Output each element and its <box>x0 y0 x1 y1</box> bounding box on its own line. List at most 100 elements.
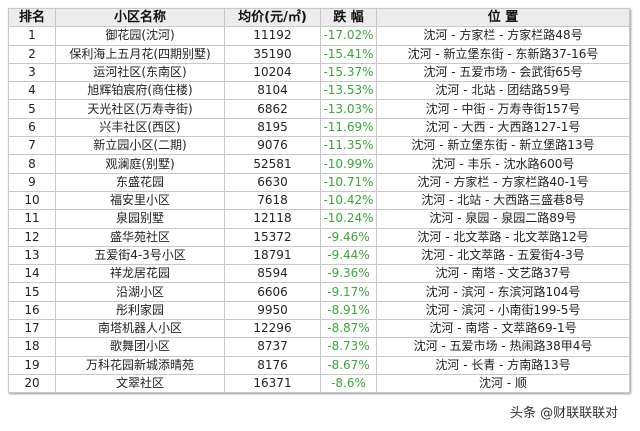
cell-change: -9.46% <box>321 228 376 246</box>
cell-price: 12118 <box>225 210 320 228</box>
cell-change: -13.53% <box>321 82 376 100</box>
table-row: 11 泉园别墅 12118 -10.24% 沈河 - 泉园 - 泉园二路89号 <box>9 210 629 228</box>
cell-change: -8.73% <box>321 338 376 356</box>
cell-rank: 13 <box>9 246 55 265</box>
cell-rank: 11 <box>9 210 55 228</box>
table-row: 13 五爱街4-3号小区 18791 -9.44% 沈河 - 北文萃路 - 五爱街4-3… <box>9 246 629 265</box>
cell-name: 天光社区(万寿寺街) <box>56 100 224 118</box>
cell-location: 沈河 - 中街 - 万寿寺街157号 <box>377 100 629 118</box>
cell-change: -8.6% <box>321 374 376 393</box>
table-row: 14 祥龙居花园 8594 -9.36% 沈河 - 南塔 - 文艺路37号 <box>9 265 629 283</box>
cell-change: -10.99% <box>321 155 376 173</box>
cell-name: 五爱街4-3号小区 <box>56 246 224 265</box>
cell-change: -9.44% <box>321 246 376 265</box>
cell-price: 16371 <box>225 374 320 393</box>
cell-price: 9950 <box>225 301 320 320</box>
cell-change: -11.69% <box>321 118 376 137</box>
cell-price: 6630 <box>225 173 320 191</box>
cell-price: 9076 <box>225 137 320 155</box>
table-row: 12 盛华苑社区 15372 -9.46% 沈河 - 北文萃路 - 北文萃路12号 <box>9 228 629 246</box>
cell-name: 泉园别墅 <box>56 210 224 228</box>
cell-price: 35190 <box>225 45 320 63</box>
cell-name: 旭辉铂宸府(商住楼) <box>56 82 224 100</box>
cell-change: -17.02% <box>321 27 376 45</box>
cell-rank: 8 <box>9 155 55 173</box>
header-name: 小区名称 <box>56 9 224 27</box>
table-row: 16 彤利家园 9950 -8.91% 沈河 - 滨河 - 小南街199-5号 <box>9 301 629 320</box>
table-row: 3 运河社区(东南区) 10204 -15.37% 沈河 - 五爱市场 - 会武街65号 <box>9 63 629 82</box>
watermark: 头条 @财联联联对 <box>510 406 619 421</box>
table-row: 1 御花园(沈河) 11192 -17.02% 沈河 - 方家栏 - 方家栏路48号 <box>9 27 629 45</box>
cell-rank: 4 <box>9 82 55 100</box>
cell-location: 沈河 - 方家栏 - 方家栏路40-1号 <box>377 173 629 191</box>
cell-change: -10.24% <box>321 210 376 228</box>
cell-price: 8104 <box>225 82 320 100</box>
cell-change: -8.67% <box>321 356 376 374</box>
cell-name: 南塔机器人小区 <box>56 320 224 338</box>
cell-rank: 2 <box>9 45 55 63</box>
cell-location: 沈河 - 顺 <box>377 374 629 393</box>
cell-rank: 7 <box>9 137 55 155</box>
cell-rank: 10 <box>9 191 55 210</box>
table-row: 8 观澜庭(别墅) 52581 -10.99% 沈河 - 丰乐 - 沈水路600号 <box>9 155 629 173</box>
table-row: 15 沿湖小区 6606 -9.17% 沈河 - 滨河 - 东滨河路104号 <box>9 283 629 301</box>
cell-location: 沈河 - 北站 - 大西路三盛巷8号 <box>377 191 629 210</box>
cell-name: 兴丰社区(西区) <box>56 118 224 137</box>
cell-location: 沈河 - 南塔 - 文萃路69-1号 <box>377 320 629 338</box>
cell-change: -8.91% <box>321 301 376 320</box>
cell-rank: 3 <box>9 63 55 82</box>
cell-name: 新立园小区(二期) <box>56 137 224 155</box>
cell-location: 沈河 - 新立堡东街 - 东新路37-16号 <box>377 45 629 63</box>
cell-location: 沈河 - 方家栏 - 方家栏路48号 <box>377 27 629 45</box>
cell-location: 沈河 - 滨河 - 小南街199-5号 <box>377 301 629 320</box>
cell-location: 沈河 - 丰乐 - 沈水路600号 <box>377 155 629 173</box>
cell-price: 18791 <box>225 246 320 265</box>
cell-location: 沈河 - 泉园 - 泉园二路89号 <box>377 210 629 228</box>
cell-rank: 15 <box>9 283 55 301</box>
cell-name: 东盛花园 <box>56 173 224 191</box>
cell-name: 文翠社区 <box>56 374 224 393</box>
cell-name: 御花园(沈河) <box>56 27 224 45</box>
cell-price: 7618 <box>225 191 320 210</box>
cell-price: 8176 <box>225 356 320 374</box>
price-decline-table: 排名 小区名称 均价(元/㎡) 跌 幅 位 置 1 御花园(沈河) 11192 -17… <box>8 8 630 394</box>
cell-rank: 16 <box>9 301 55 320</box>
cell-price: 8195 <box>225 118 320 137</box>
cell-price: 10204 <box>225 63 320 82</box>
cell-rank: 12 <box>9 228 55 246</box>
table-row: 4 旭辉铂宸府(商住楼) 8104 -13.53% 沈河 - 北站 - 团结路59号 <box>9 82 629 100</box>
cell-change: -11.35% <box>321 137 376 155</box>
cell-rank: 5 <box>9 100 55 118</box>
table-row: 10 福安里小区 7618 -10.42% 沈河 - 北站 - 大西路三盛巷8号 <box>9 191 629 210</box>
cell-rank: 19 <box>9 356 55 374</box>
table-row: 9 东盛花园 6630 -10.71% 沈河 - 方家栏 - 方家栏路40-1号 <box>9 173 629 191</box>
cell-name: 盛华苑社区 <box>56 228 224 246</box>
table-row: 19 万科花园新城添晴苑 8176 -8.67% 沈河 - 长青 - 方南路13号 <box>9 356 629 374</box>
cell-name: 万科花园新城添晴苑 <box>56 356 224 374</box>
header-change: 跌 幅 <box>321 9 376 27</box>
table-row: 20 文翠社区 16371 -8.6% 沈河 - 顺 <box>9 374 629 393</box>
header-price: 均价(元/㎡) <box>225 9 320 27</box>
cell-location: 沈河 - 五爱市场 - 热闹路38甲4号 <box>377 338 629 356</box>
cell-rank: 6 <box>9 118 55 137</box>
cell-name: 彤利家园 <box>56 301 224 320</box>
cell-change: -15.37% <box>321 63 376 82</box>
header-location: 位 置 <box>377 9 629 27</box>
cell-price: 11192 <box>225 27 320 45</box>
table-row: 7 新立园小区(二期) 9076 -11.35% 沈河 - 新立堡东街 - 新立堡路13… <box>9 137 629 155</box>
cell-location: 沈河 - 滨河 - 东滨河路104号 <box>377 283 629 301</box>
cell-price: 52581 <box>225 155 320 173</box>
cell-price: 8737 <box>225 338 320 356</box>
cell-location: 沈河 - 北站 - 团结路59号 <box>377 82 629 100</box>
table-row: 6 兴丰社区(西区) 8195 -11.69% 沈河 - 大西 - 大西路127-1号 <box>9 118 629 137</box>
table-row: 18 歌舞团小区 8737 -8.73% 沈河 - 五爱市场 - 热闹路38甲4号 <box>9 338 629 356</box>
cell-price: 8594 <box>225 265 320 283</box>
cell-rank: 17 <box>9 320 55 338</box>
cell-name: 歌舞团小区 <box>56 338 224 356</box>
cell-change: -10.71% <box>321 173 376 191</box>
cell-location: 沈河 - 北文萃路 - 五爱街4-3号 <box>377 246 629 265</box>
cell-change: -9.36% <box>321 265 376 283</box>
cell-location: 沈河 - 长青 - 方南路13号 <box>377 356 629 374</box>
cell-rank: 20 <box>9 374 55 393</box>
cell-rank: 9 <box>9 173 55 191</box>
